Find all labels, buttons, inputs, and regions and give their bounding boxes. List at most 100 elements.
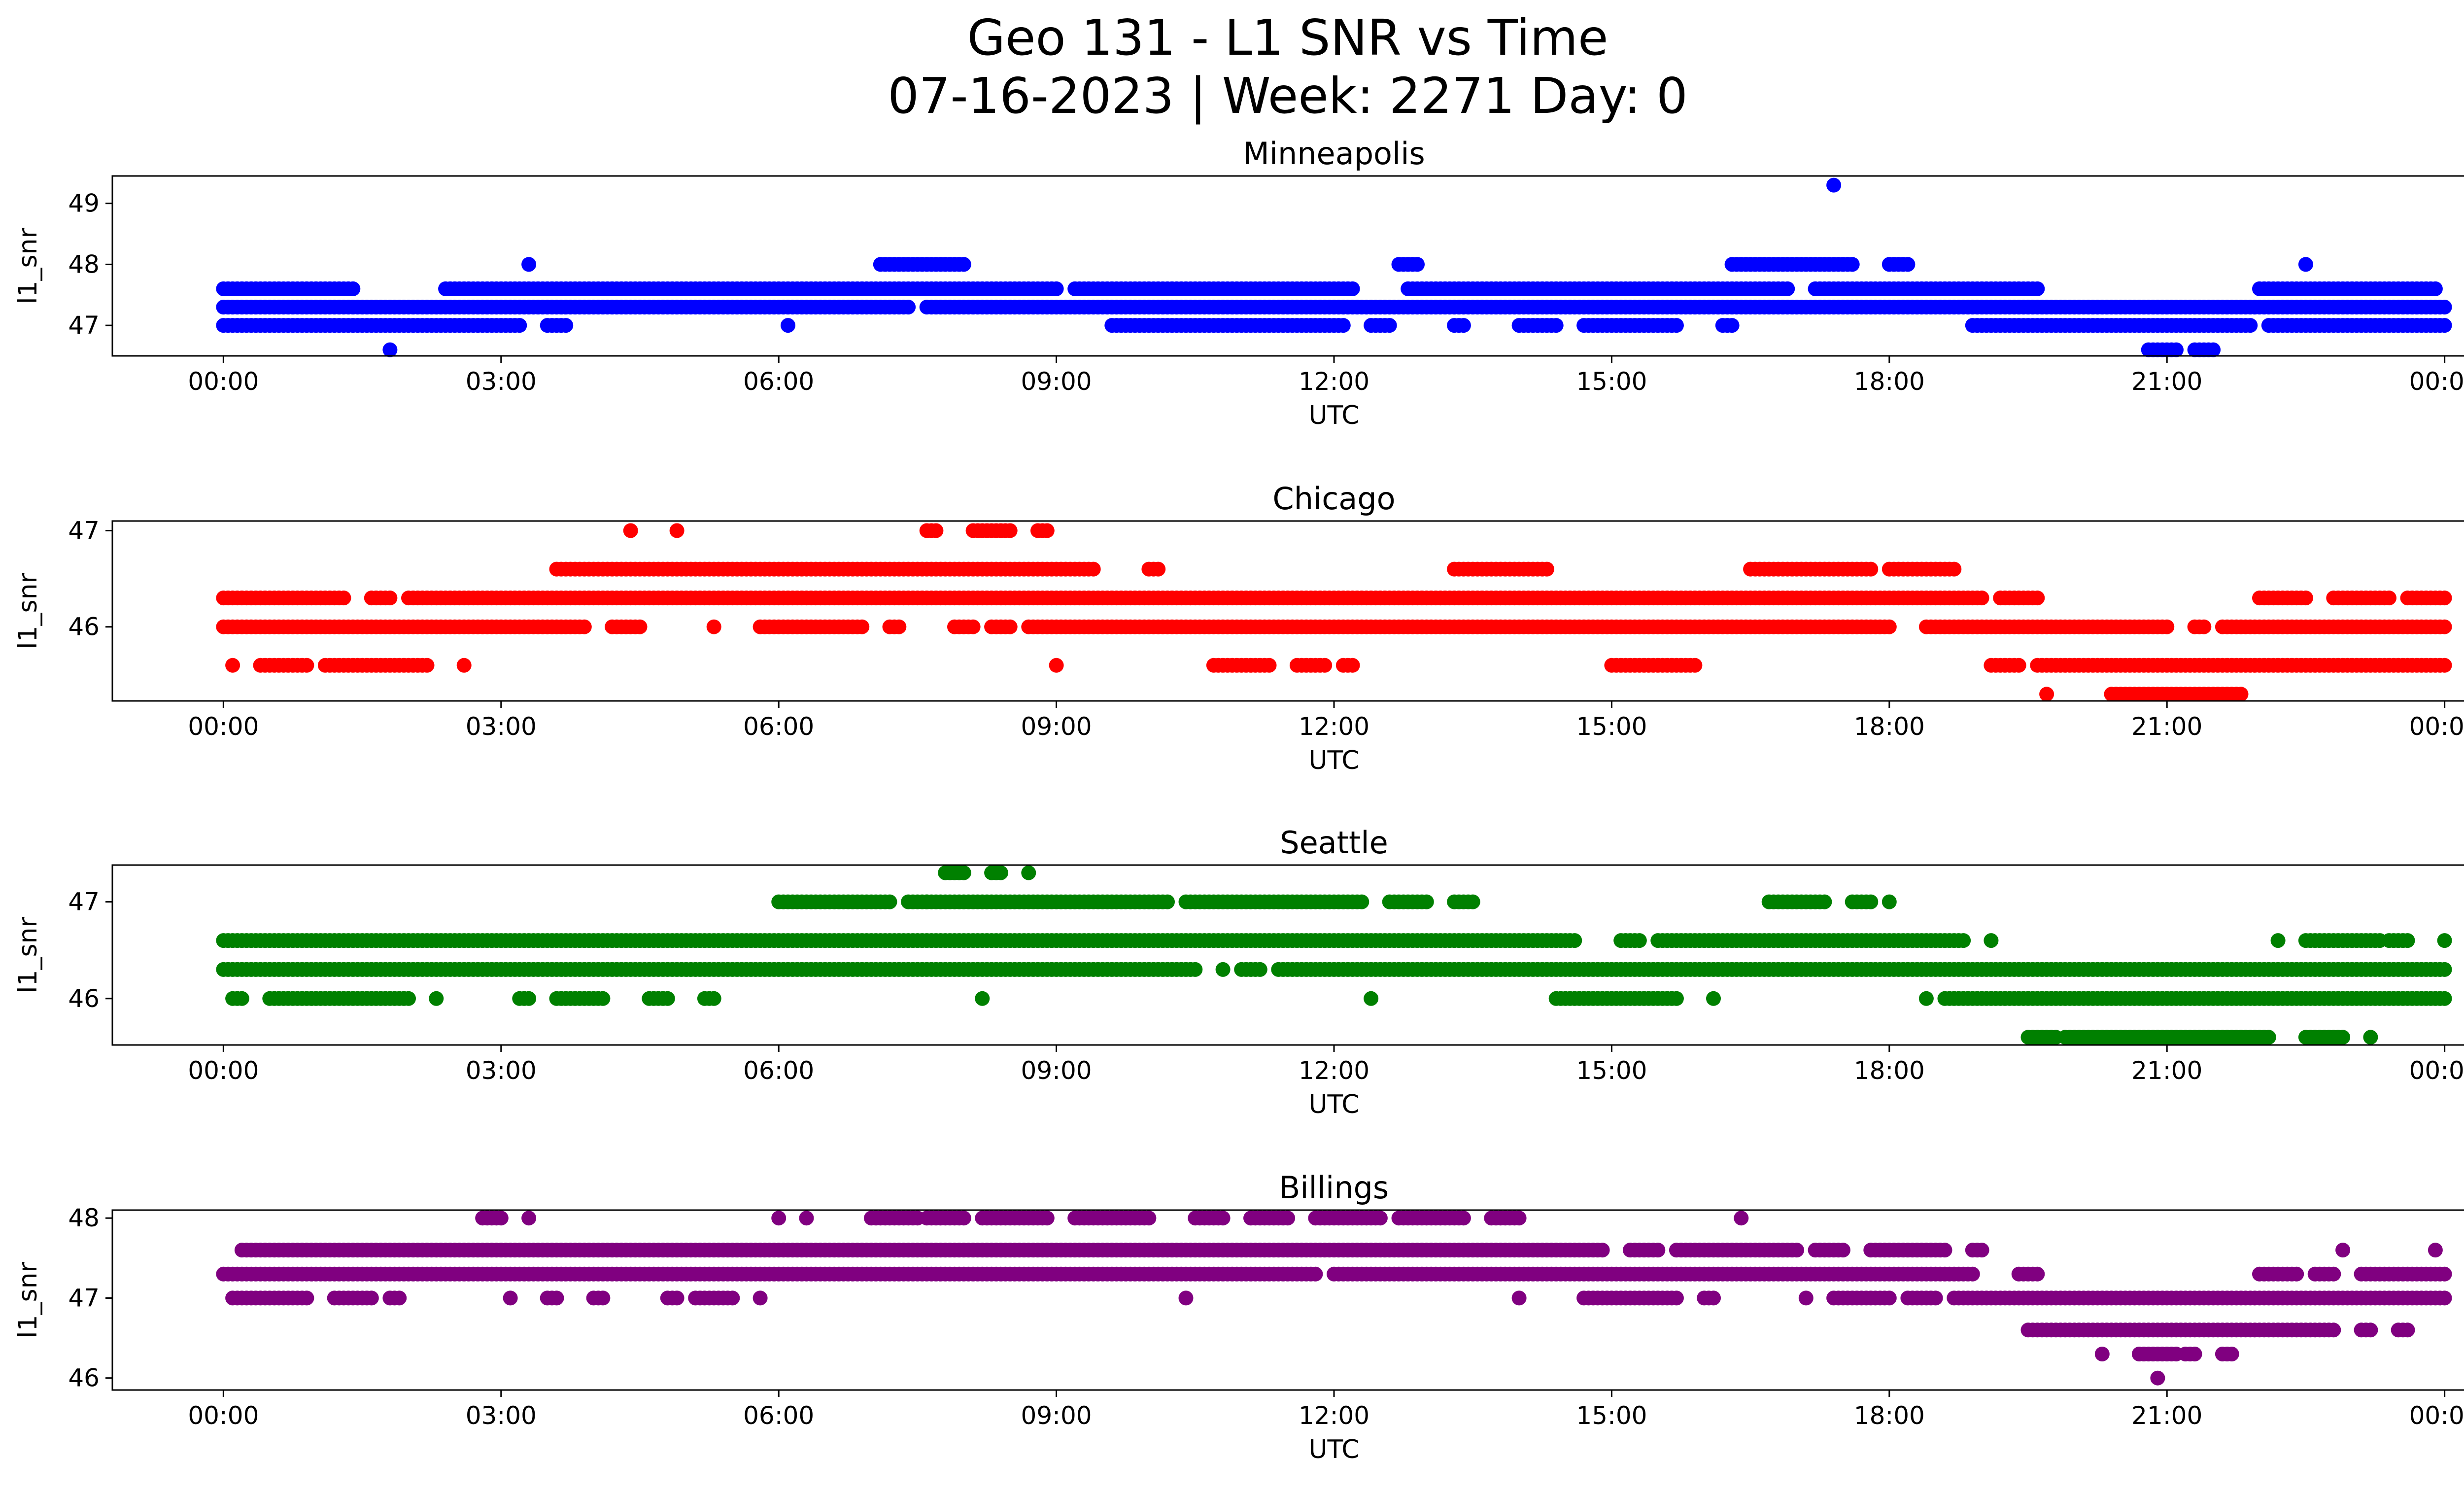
- y-axis-label: l1_snr: [13, 916, 43, 993]
- data-point: [1002, 619, 1018, 634]
- data-point: [1039, 523, 1055, 538]
- data-point: [1882, 619, 1897, 634]
- data-point: [2363, 1322, 2378, 1338]
- data-point: [1669, 318, 1684, 333]
- x-axis-label: UTC: [1308, 1090, 1359, 1119]
- data-point: [2437, 962, 2452, 977]
- data-point: [1882, 1290, 1897, 1306]
- data-point: [1160, 894, 1175, 909]
- data-point: [2335, 1243, 2351, 1258]
- data-point: [2326, 1266, 2341, 1282]
- data-point: [956, 257, 971, 272]
- data-point: [1724, 318, 1740, 333]
- x-tick-label: 21:00: [2131, 712, 2202, 741]
- data-point: [521, 257, 537, 272]
- data-point: [1354, 894, 1369, 909]
- data-point: [1141, 1211, 1157, 1226]
- data-point: [1456, 1211, 1471, 1226]
- data-point: [1039, 1211, 1055, 1226]
- data-point: [1511, 1211, 1527, 1226]
- data-point: [2169, 342, 2184, 357]
- data-point: [1372, 1211, 1388, 1226]
- data-point: [503, 1290, 518, 1306]
- data-point: [1595, 1243, 1610, 1258]
- data-point: [2400, 933, 2415, 948]
- data-point: [2437, 991, 2452, 1006]
- data-point: [382, 591, 398, 606]
- data-point: [2270, 933, 2286, 948]
- data-point: [1317, 658, 1333, 673]
- data-point: [1706, 1290, 1721, 1306]
- data-point: [1049, 658, 1064, 673]
- data-point: [1835, 1243, 1850, 1258]
- x-tick-label: 03:00: [466, 367, 537, 396]
- data-point: [1308, 1266, 1323, 1282]
- data-point: [1178, 1290, 1194, 1306]
- data-point: [1345, 281, 1360, 296]
- data-point: [2011, 658, 2026, 673]
- data-point: [299, 658, 314, 673]
- figure-title-line1: Geo 131 - L1 SNR vs Time: [967, 9, 1608, 67]
- x-tick-label: 09:00: [1021, 367, 1092, 396]
- subplot-title: Seattle: [1280, 825, 1388, 861]
- y-tick-label: 47: [68, 517, 100, 545]
- data-point: [2030, 591, 2045, 606]
- y-axis-label: l1_snr: [13, 572, 43, 649]
- data-point: [577, 619, 592, 634]
- data-point: [2428, 1243, 2443, 1258]
- data-point: [2039, 687, 2054, 702]
- data-point: [364, 1290, 379, 1306]
- x-tick-label: 15:00: [1576, 1056, 1647, 1085]
- data-point: [345, 281, 361, 296]
- x-axis-label: UTC: [1308, 746, 1359, 775]
- data-point: [2289, 1266, 2304, 1282]
- data-point: [429, 991, 444, 1006]
- data-point: [401, 991, 416, 1006]
- data-point: [1215, 1211, 1231, 1226]
- data-point: [993, 865, 1008, 880]
- data-point: [2150, 1370, 2165, 1386]
- data-point: [2437, 300, 2452, 314]
- data-point: [1974, 591, 1989, 606]
- data-point: [799, 1211, 814, 1226]
- data-point: [1863, 894, 1879, 909]
- data-point: [1632, 933, 1647, 948]
- data-point: [2030, 1266, 2045, 1282]
- data-point: [1262, 658, 1277, 673]
- data-point: [2382, 591, 2396, 606]
- data-point: [1280, 1211, 1296, 1226]
- data-point: [1826, 177, 1842, 193]
- data-point: [1900, 257, 1916, 272]
- data-point: [1669, 1290, 1684, 1306]
- data-point: [512, 318, 527, 333]
- data-point: [771, 1211, 787, 1226]
- data-point: [382, 342, 398, 357]
- data-point: [2437, 658, 2452, 673]
- data-point: [1882, 894, 1897, 909]
- y-axis-label: l1_snr: [13, 227, 43, 304]
- data-point: [1511, 1290, 1527, 1306]
- data-point: [2233, 687, 2249, 702]
- data-point: [392, 1290, 407, 1306]
- x-tick-label: 00:00: [188, 1056, 259, 1085]
- data-point: [1863, 561, 1879, 577]
- data-point: [2298, 591, 2313, 606]
- data-point: [1918, 991, 1934, 1006]
- data-point: [2261, 1030, 2276, 1045]
- data-point: [2206, 342, 2221, 357]
- x-tick-label: 21:00: [2131, 1056, 2202, 1085]
- data-point: [1548, 318, 1564, 333]
- data-point: [1465, 894, 1480, 909]
- data-point: [660, 991, 675, 1006]
- data-point: [2428, 281, 2443, 296]
- y-tick-label: 47: [68, 888, 100, 916]
- x-tick-label: 18:00: [1854, 1056, 1925, 1085]
- data-point: [336, 591, 351, 606]
- data-point: [1345, 658, 1360, 673]
- y-tick-label: 47: [68, 311, 100, 340]
- data-point: [1002, 523, 1018, 538]
- x-tick-label: 21:00: [2131, 367, 2202, 396]
